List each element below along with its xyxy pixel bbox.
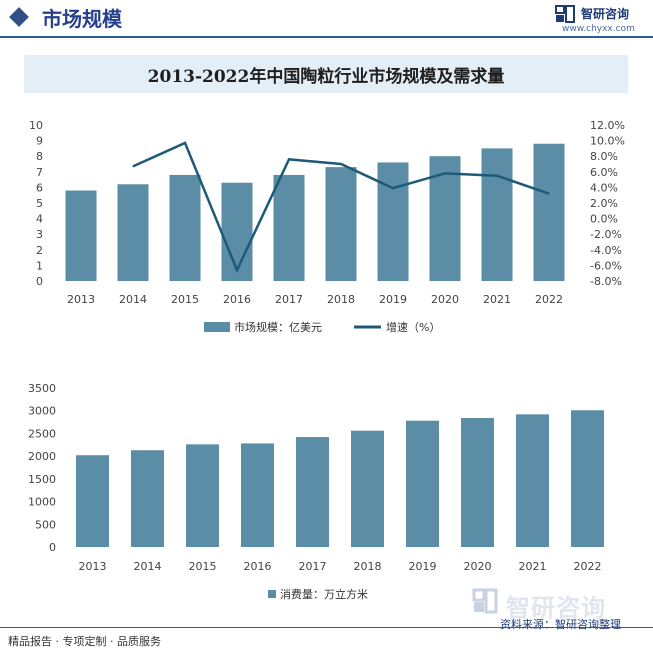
- right-axis-tick: 0.0%: [590, 213, 618, 226]
- left-axis-tick: 0: [49, 541, 56, 554]
- left-axis-tick: 3000: [28, 405, 56, 418]
- x-axis-tick: 2014: [119, 293, 147, 306]
- x-axis-tick: 2015: [171, 293, 199, 306]
- watermark-logo-icon: [472, 588, 498, 614]
- consumption-bar: [461, 417, 494, 547]
- legend-bar-label: 消费量：万立方米: [280, 587, 368, 601]
- left-axis-tick: 1500: [28, 473, 56, 486]
- x-axis-tick: 2019: [409, 560, 437, 573]
- market-size-bar: [481, 148, 513, 281]
- x-axis-tick: 2021: [519, 560, 547, 573]
- growth-rate-point: [548, 193, 550, 195]
- left-axis-tick: 7: [36, 166, 43, 179]
- consumption-bar: [516, 414, 549, 547]
- chart-title: 2013-2022年中国陶粒行业市场规模及需求量: [147, 67, 505, 87]
- watermark-brand: 智研咨询: [506, 594, 606, 622]
- growth-rate-point: [236, 269, 238, 271]
- left-axis-tick: 3: [36, 228, 43, 241]
- x-axis-tick: 2020: [431, 293, 459, 306]
- market-size-bar: [65, 190, 97, 281]
- x-axis-tick: 2018: [354, 560, 382, 573]
- chart-title-band: 2013-2022年中国陶粒行业市场规模及需求量: [24, 55, 628, 93]
- footer-tagline: 精品报告 · 专项定制 · 品质服务: [8, 635, 161, 648]
- x-axis-tick: 2017: [299, 560, 327, 573]
- page-header: 市场规模 智研咨询 www.chyxx.com: [0, 0, 653, 40]
- right-axis-tick: 10.0%: [590, 135, 625, 148]
- x-axis-tick: 2016: [244, 560, 272, 573]
- brand-logo-icon: [555, 5, 575, 23]
- left-axis-tick: 9: [36, 135, 43, 148]
- market-size-bar: [533, 143, 565, 281]
- left-axis-tick: 2: [36, 244, 43, 257]
- right-axis-tick: -4.0%: [590, 244, 622, 257]
- consumption-bar: [406, 420, 439, 547]
- left-axis-tick: 4: [36, 213, 43, 226]
- market-size-bar: [273, 174, 305, 281]
- left-axis-tick: 3500: [28, 382, 56, 395]
- consumption-bar: [76, 455, 109, 547]
- market-size-bar: [325, 167, 357, 281]
- left-axis-tick: 5: [36, 197, 43, 210]
- x-axis-tick: 2017: [275, 293, 303, 306]
- growth-rate-point: [392, 187, 394, 189]
- right-axis-tick: 6.0%: [590, 166, 618, 179]
- consumption-bar: [241, 443, 274, 547]
- consumption-chart: 0 500 1000 1500 2000 2500 3000 3500 2013 2014 201…: [28, 382, 604, 601]
- x-axis-tick: 2020: [464, 560, 492, 573]
- section-title: 市场规模: [42, 7, 122, 31]
- consumption-bar: [186, 444, 219, 547]
- x-axis-tick: 2016: [223, 293, 251, 306]
- x-axis-tick: 2022: [574, 560, 602, 573]
- x-axis-tick: 2021: [483, 293, 511, 306]
- x-axis-tick: 2013: [79, 560, 107, 573]
- left-axis-tick: 8: [36, 150, 43, 163]
- market-size-chart: 0 1 2 3 4 5 6 7 8 9 10 -8.0% -6.0% -4.0% -2.0% 0.0% 2.0…: [29, 119, 625, 334]
- legend-bar-swatch: [204, 322, 230, 332]
- left-axis-tick: 1: [36, 259, 43, 272]
- x-axis-tick: 2014: [134, 560, 162, 573]
- growth-rate-point: [288, 158, 290, 160]
- consumption-bar: [351, 430, 384, 547]
- left-axis-tick: 6: [36, 181, 43, 194]
- growth-rate-point: [340, 163, 342, 165]
- market-size-bar: [117, 184, 149, 281]
- right-axis-tick: -2.0%: [590, 228, 622, 241]
- market-size-bar: [169, 174, 201, 281]
- x-axis-tick: 2022: [535, 293, 563, 306]
- header-divider: [0, 36, 653, 38]
- x-axis-tick: 2019: [379, 293, 407, 306]
- consumption-bar: [131, 450, 164, 547]
- x-axis-tick: 2015: [189, 560, 217, 573]
- left-axis-tick: 2000: [28, 450, 56, 463]
- legend-line-label: 增速（%）: [386, 320, 440, 334]
- right-axis-tick: 4.0%: [590, 181, 618, 194]
- legend-bar-swatch: [268, 590, 276, 598]
- consumption-bar: [296, 437, 329, 547]
- consumption-bar: [571, 410, 604, 547]
- right-axis-tick: -8.0%: [590, 275, 622, 288]
- left-axis-tick: 500: [35, 518, 56, 531]
- left-axis-tick: 10: [29, 119, 43, 132]
- market-size-bar: [221, 182, 253, 281]
- legend-bar-label: 市场规模：亿美元: [234, 320, 322, 334]
- data-source: 资料来源：智研咨询整理: [500, 618, 621, 631]
- left-axis-tick: 2500: [28, 427, 56, 440]
- right-axis-tick: 8.0%: [590, 150, 618, 163]
- growth-rate-point: [132, 165, 134, 167]
- growth-rate-point: [496, 175, 498, 177]
- x-axis-tick: 2018: [327, 293, 355, 306]
- right-axis-tick: 12.0%: [590, 119, 625, 132]
- right-axis-tick: -6.0%: [590, 259, 622, 272]
- brand-name: 智研咨询: [581, 7, 630, 21]
- brand-url: www.chyxx.com: [562, 24, 635, 34]
- growth-rate-point: [444, 172, 446, 174]
- left-axis-tick: 1000: [28, 496, 56, 509]
- growth-rate-point: [184, 142, 186, 144]
- x-axis-tick: 2013: [67, 293, 95, 306]
- footer-divider: [0, 627, 653, 628]
- right-axis-tick: 2.0%: [590, 197, 618, 210]
- left-axis-tick: 0: [36, 275, 43, 288]
